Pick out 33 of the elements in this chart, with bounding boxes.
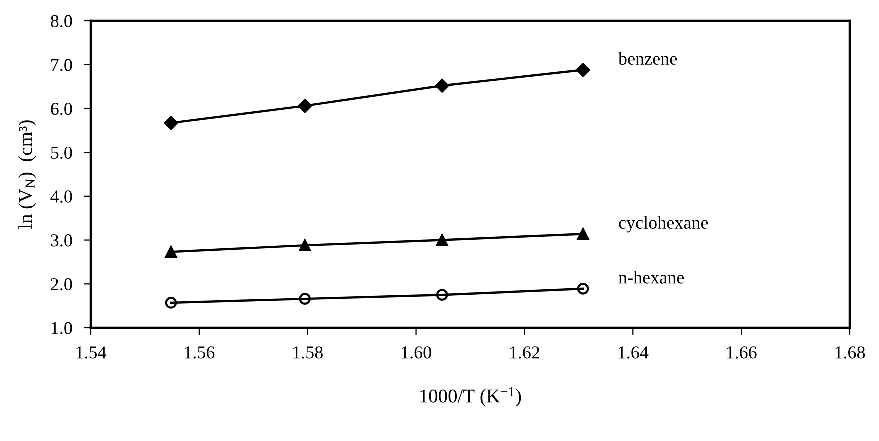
y-tick-label: 5.0 [51, 146, 72, 160]
y-tick-label: 1.0 [52, 322, 72, 335]
series-label: n-hexane [618, 271, 684, 284]
point [435, 78, 450, 93]
series-label: cyclohexane [619, 216, 708, 233]
point [299, 240, 312, 252]
y-tick-label: 2.0 [51, 278, 72, 291]
y-tick-label: 8.0 [51, 15, 72, 28]
point [298, 99, 312, 114]
point [436, 289, 448, 302]
x-tick-label: 1.68 [836, 346, 866, 359]
x-tick-label: 1.58 [294, 346, 323, 359]
x-tick-label: 1.66 [727, 346, 757, 359]
point [577, 228, 590, 240]
point [165, 297, 178, 309]
x-tick-label: 1.56 [185, 346, 215, 359]
point [165, 246, 178, 258]
x-tick-label: 1.54 [76, 346, 107, 359]
point [164, 116, 178, 130]
x-tick-label: 1.60 [402, 346, 432, 359]
series-label: benzene [618, 52, 678, 65]
point [577, 283, 590, 295]
y-axis-title: ln (V$_{N}$) (cm³) [18, 120, 36, 230]
x-tick-label: 1.64 [618, 346, 649, 359]
x-tick-label: 1.62 [510, 346, 540, 359]
point [299, 293, 312, 305]
y-tick-label: 3.0 [51, 234, 72, 247]
point [436, 234, 448, 246]
x-axis-title: 1000/T (K$^{−1}$) [420, 387, 522, 407]
y-tick-label: 6.0 [51, 102, 72, 116]
y-tick-label: 7.0 [52, 59, 72, 72]
y-tick-label: 4.0 [50, 190, 72, 203]
point [576, 63, 590, 78]
